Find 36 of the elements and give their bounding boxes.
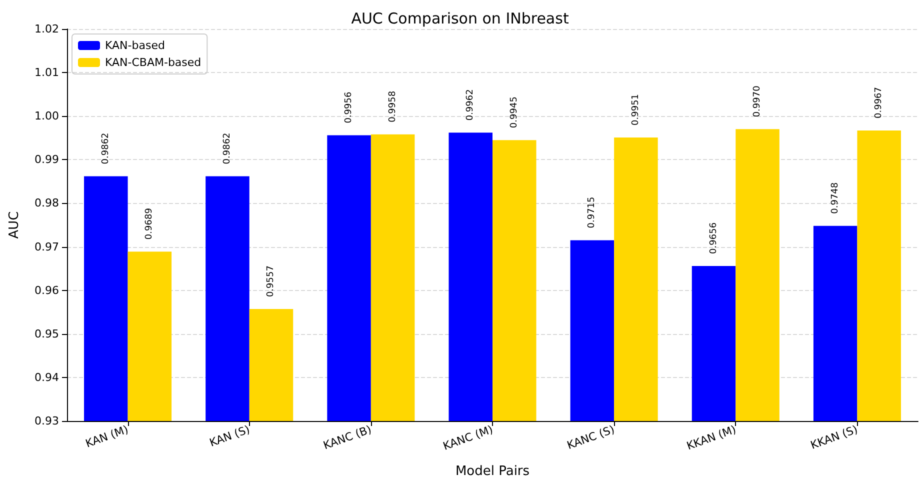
data-label: 0.9951 bbox=[630, 94, 641, 126]
data-label: 0.9748 bbox=[830, 182, 840, 214]
x-tick-label: KAN (M) bbox=[84, 422, 130, 450]
x-tick-label: KKAN (M) bbox=[684, 422, 738, 453]
x-tick-label: KANC (B) bbox=[322, 422, 374, 452]
data-label: 0.9962 bbox=[466, 89, 476, 121]
data-label: 0.9956 bbox=[344, 92, 354, 124]
y-tick-label: 1.02 bbox=[34, 22, 59, 36]
y-tick-label: 0.98 bbox=[34, 196, 59, 210]
y-tick-label: 0.97 bbox=[34, 240, 59, 254]
data-label: 0.9967 bbox=[874, 86, 884, 118]
y-tick-label: 0.99 bbox=[34, 153, 59, 166]
data-label: 0.9656 bbox=[708, 222, 719, 254]
y-tick-label: 1.01 bbox=[34, 66, 59, 80]
legend-label: KAN-CBAM-based bbox=[105, 56, 202, 69]
x-tick-label: KKAN (S) bbox=[808, 422, 860, 452]
data-label: 0.9970 bbox=[752, 85, 763, 118]
y-tick-label: 0.95 bbox=[34, 327, 59, 340]
y-tick-label: 1.00 bbox=[34, 110, 59, 123]
data-label: 0.9862 bbox=[100, 132, 111, 164]
y-tick-label: 0.96 bbox=[34, 284, 59, 297]
data-label: 0.9715 bbox=[587, 196, 598, 228]
data-label: 0.9862 bbox=[222, 132, 232, 164]
y-tick-label: 0.94 bbox=[34, 370, 59, 384]
data-label: 0.9557 bbox=[266, 266, 276, 298]
data-label: 0.9945 bbox=[509, 96, 520, 128]
chart-title: AUC Comparison on INbreast bbox=[351, 10, 569, 28]
x-axis-title: Model Pairs bbox=[455, 464, 530, 479]
y-axis-title: AUC bbox=[7, 211, 22, 239]
x-tick-label: KANC (M) bbox=[441, 422, 495, 453]
x-tick-label: KANC (S) bbox=[565, 422, 616, 452]
y-tick-label: 0.93 bbox=[34, 414, 59, 428]
data-label: 0.9689 bbox=[144, 208, 155, 240]
data-label: 0.9958 bbox=[388, 90, 398, 122]
x-tick-label: KAN (S) bbox=[208, 422, 252, 450]
legend-label: KAN-based bbox=[105, 39, 165, 52]
